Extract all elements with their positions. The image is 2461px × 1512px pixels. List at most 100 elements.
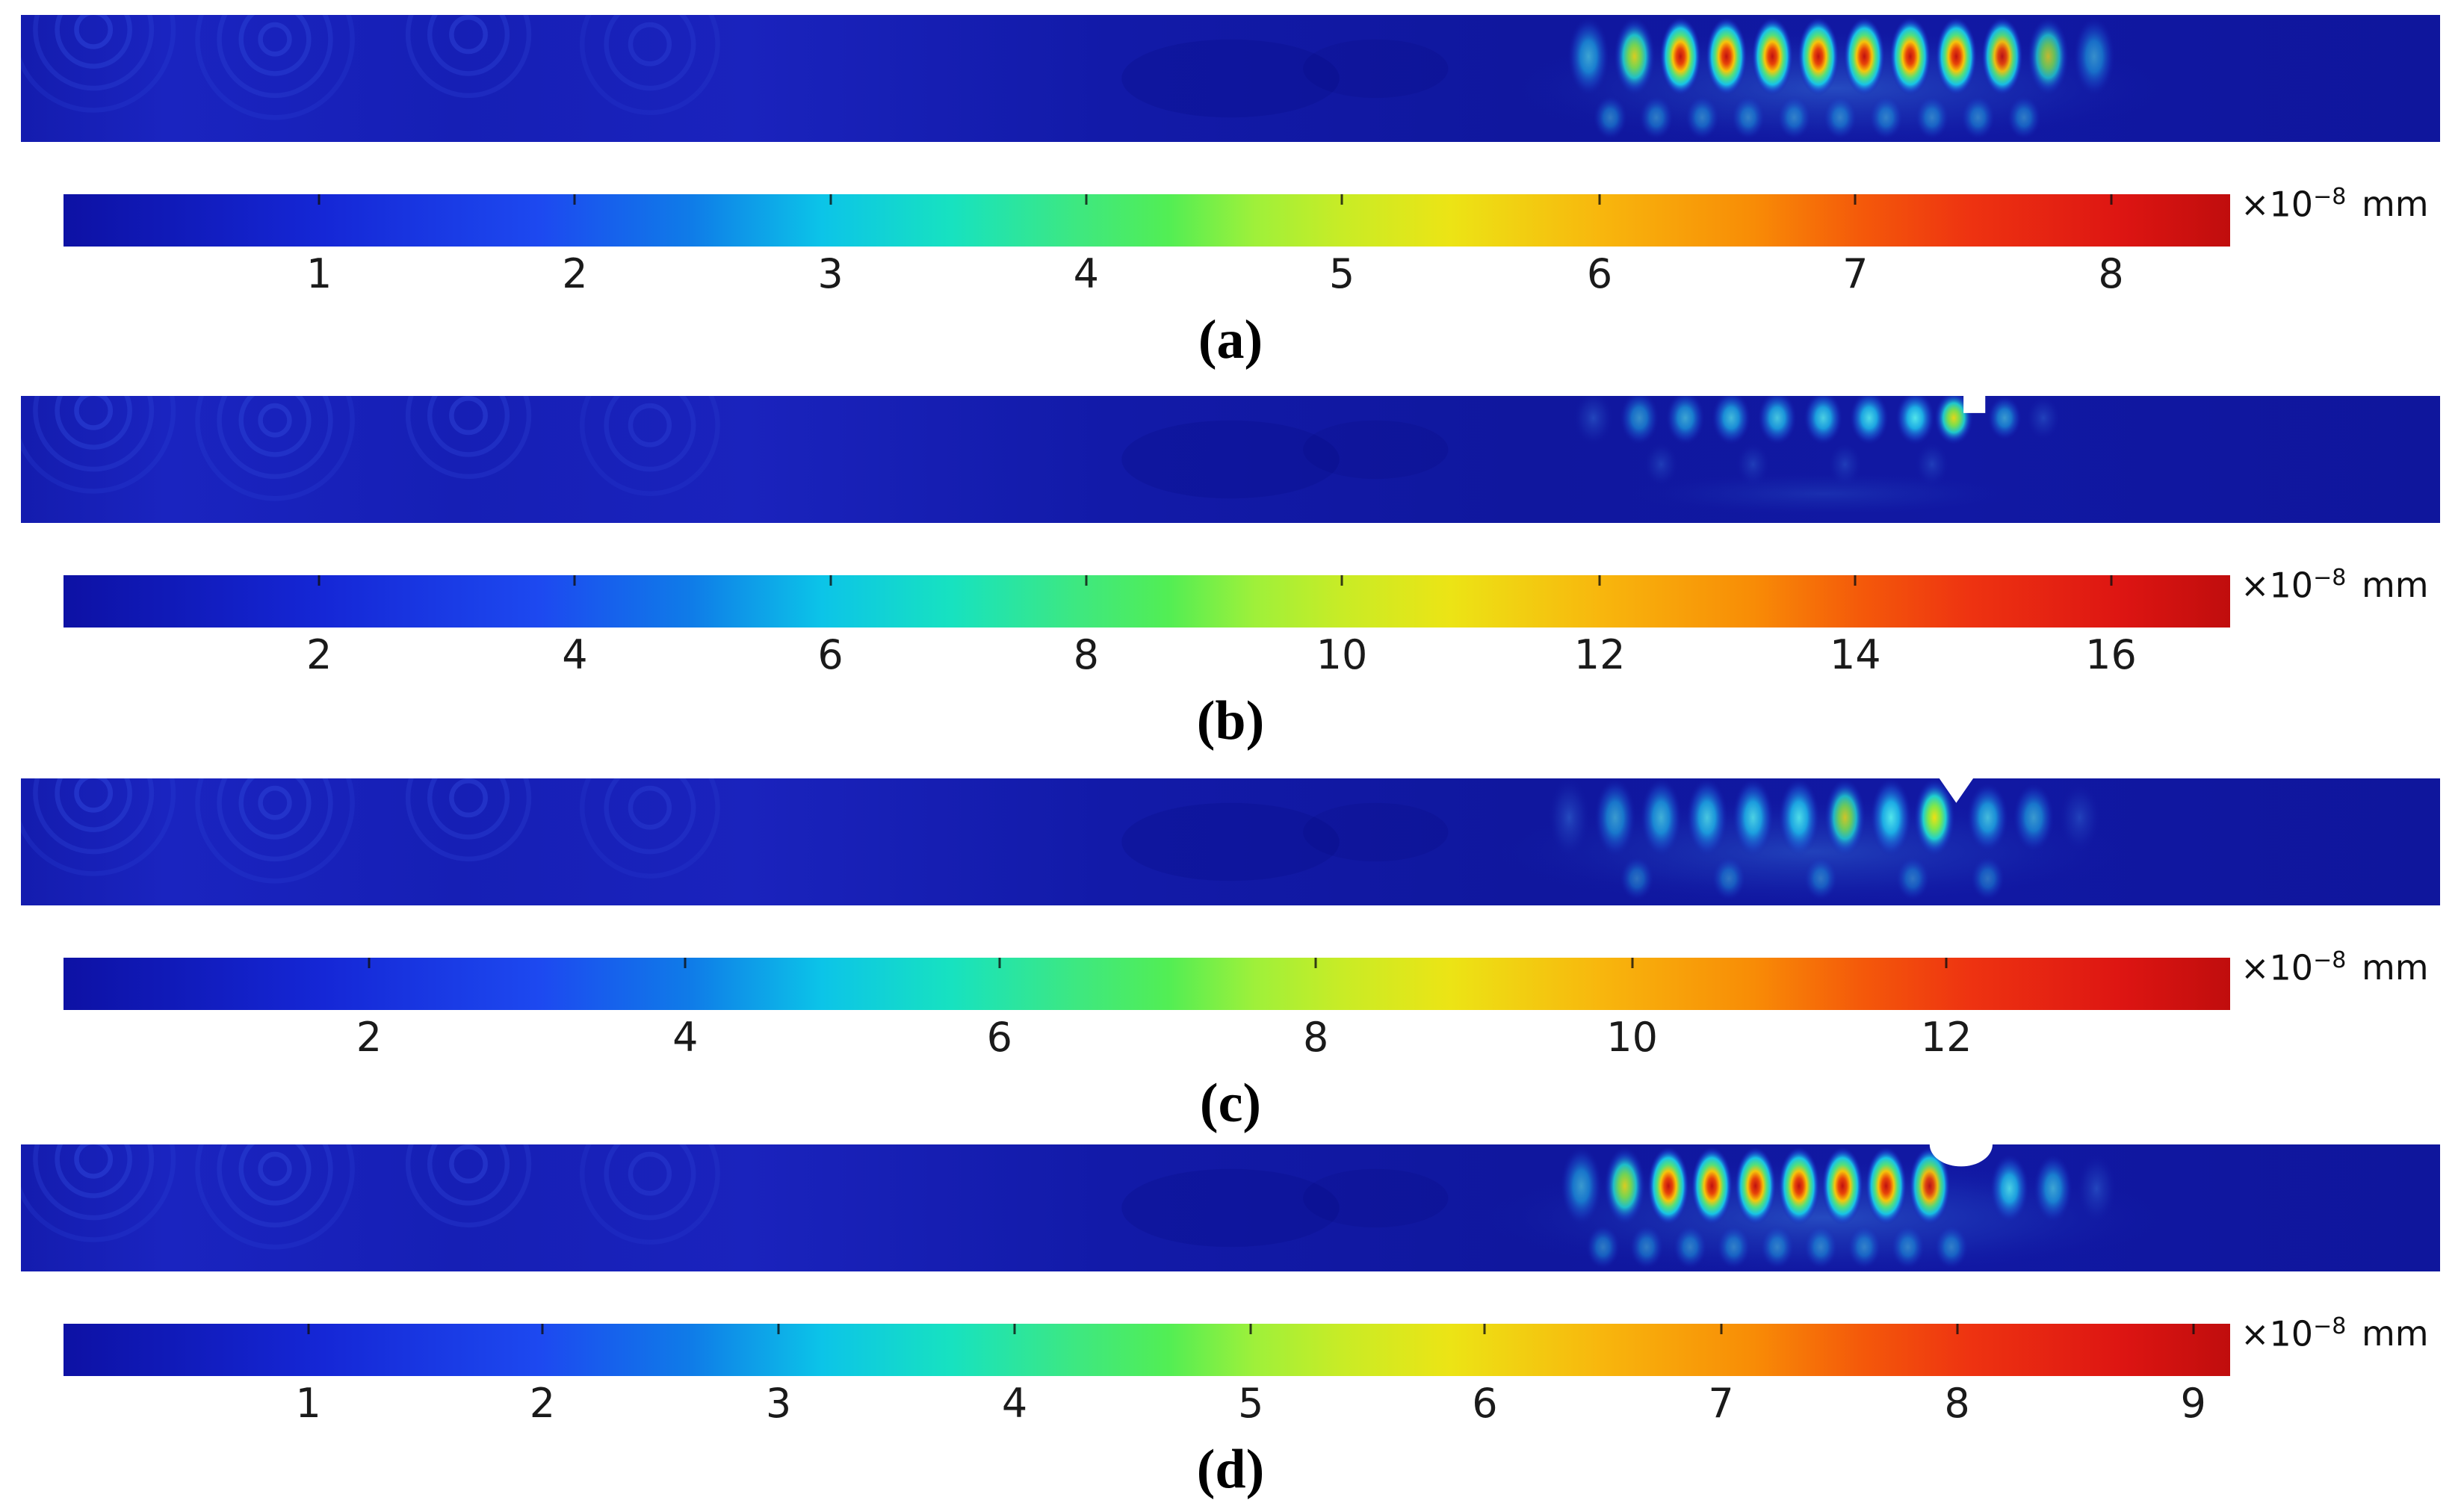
colorbar-row-c: 2 4 6 8 10 12 ×10−8 mm [64,947,2461,1070]
colorbar-unit-label: ×10−8 mm [2241,184,2429,224]
unit-exponent: −8 [2313,947,2347,973]
colorbar-tick-label: 16 [2085,631,2137,678]
colorbar-tick-mark [368,958,371,968]
colorbar-b: 2 4 6 8 10 12 14 16 [64,575,2230,675]
unit-base: ×10 [2241,1313,2314,1354]
colorbar-row-b: 2 4 6 8 10 12 14 16 ×10−8 mm [64,565,2461,687]
colorbar-tick-label: 10 [1606,1014,1658,1061]
colorbar-tick-label: 1 [295,1380,321,1427]
colorbar-tick-label: 4 [1001,1380,1028,1427]
colorbar-row-a: 1 2 3 4 5 6 7 8 ×10−8 mm [64,184,2461,306]
colorbar-tick-label: 6 [1472,1380,1498,1427]
wavefield-canvas-a [21,15,2440,142]
panel-b: 2 4 6 8 10 12 14 16 ×10−8 mm (b) [0,396,2461,778]
colorbar-a: 1 2 3 4 5 6 7 8 [64,194,2230,294]
colorbar-tick-mark [1340,575,1343,586]
colorbar-tick-label: 8 [1944,1380,1970,1427]
colorbar-tick-label: 9 [2180,1380,2206,1427]
panel-c: 2 4 6 8 10 12 ×10−8 mm (c) [0,778,2461,1161]
colorbar-tick-mark [307,1324,310,1334]
colorbar-tick-label: 5 [1238,1380,1264,1427]
colorbar-tick-mark [1945,958,1948,968]
colorbar-tick-mark [1249,1324,1252,1334]
colorbar-unit-label: ×10−8 mm [2241,1313,2429,1354]
unit-exponent: −8 [2313,1313,2347,1339]
colorbar-tick-label: 8 [1303,1014,1329,1061]
colorbar-tick-label: 3 [817,250,843,297]
colorbar-tick-mark [829,575,832,586]
colorbar-tick-mark [1085,575,1088,586]
colorbar-tick-mark [1340,194,1343,205]
colorbar-tick-mark [998,958,1001,968]
colorbar-tick-label: 4 [562,631,588,678]
colorbar-tick-mark [1085,194,1088,205]
wavefield-plot-c [21,778,2440,905]
colorbar-tick-mark [2110,575,2112,586]
unit-suffix: mm [2362,947,2429,988]
unit-suffix: mm [2362,1313,2429,1354]
panel-caption-c: (c) [1199,1073,1262,1134]
wavefield-plot-a [21,15,2440,142]
defect-notch-rect [1963,396,1986,413]
colorbar-tick-mark [1598,575,1601,586]
colorbar-tick-label: 2 [529,1380,556,1427]
colorbar-tick-label: 14 [1829,631,1881,678]
colorbar-tick-label: 7 [1708,1380,1734,1427]
colorbar-tick-label: 12 [1573,631,1626,678]
colorbar-tick-mark [1483,1324,1486,1334]
defect-notch-v [1939,778,1974,803]
colorbar-tick-label: 6 [817,631,843,678]
unit-suffix: mm [2362,184,2429,225]
wave-lobes [1508,17,2162,142]
wavefield-plot-d [21,1144,2440,1271]
defect-notch-round [1929,1144,1993,1167]
colorbar-c: 2 4 6 8 10 12 [64,958,2230,1058]
colorbar-tick-mark [2110,194,2112,205]
colorbar-d: 1 2 3 4 5 6 7 8 9 [64,1324,2230,1424]
panel-d: 1 2 3 4 5 6 7 8 9 ×10−8 mm (d) [0,1144,2461,1512]
colorbar-tick-mark [318,194,321,205]
unit-base: ×10 [2241,947,2314,988]
unit-exponent: −8 [2313,184,2347,210]
wavefield-plot-b [21,396,2440,523]
colorbar-tick-label: 4 [1073,250,1099,297]
colorbar-unit-label: ×10−8 mm [2241,947,2429,988]
unit-base: ×10 [2241,565,2314,606]
colorbar-tick-mark [1314,958,1317,968]
colorbar-tick-mark [1631,958,1634,968]
panel-caption-d: (d) [1196,1439,1265,1500]
colorbar-tick-mark [684,958,687,968]
unit-suffix: mm [2362,565,2429,606]
colorbar-tick-mark [541,1324,544,1334]
colorbar-tick-mark [573,194,576,205]
colorbar-tick-label: 8 [2098,250,2124,297]
panel-a: 1 2 3 4 5 6 7 8 ×10−8 mm (a) [0,15,2461,397]
colorbar-tick-label: 6 [986,1014,1012,1061]
colorbar-unit-label: ×10−8 mm [2241,565,2429,605]
colorbar-tick-mark [573,575,576,586]
colorbar-tick-mark [1013,1324,1016,1334]
panel-caption-b: (b) [1196,690,1265,752]
colorbar-tick-label: 6 [1586,250,1613,297]
colorbar-tick-mark [318,575,321,586]
colorbar-tick-mark [1854,194,1857,205]
panel-caption-a: (a) [1198,309,1263,371]
wavefield-canvas-c [21,778,2440,905]
colorbar-tick-label: 3 [765,1380,792,1427]
colorbar-tick-mark [829,194,832,205]
colorbar-tick-mark [1720,1324,1722,1334]
colorbar-tick-label: 4 [672,1014,699,1061]
colorbar-tick-label: 2 [306,631,332,678]
colorbar-tick-mark [2192,1324,2195,1334]
colorbar-tick-label: 5 [1328,250,1355,297]
colorbar-tick-label: 8 [1073,631,1099,678]
wave-lobes [1573,396,2061,516]
unit-exponent: −8 [2313,565,2347,591]
colorbar-tick-mark [1956,1324,1959,1334]
wave-lobes [1496,778,2126,905]
colorbar-tick-mark [1598,194,1601,205]
wave-lobes [1485,1147,2162,1271]
colorbar-row-d: 1 2 3 4 5 6 7 8 9 ×10−8 mm [64,1313,2461,1436]
wavefield-canvas-d [21,1144,2440,1271]
